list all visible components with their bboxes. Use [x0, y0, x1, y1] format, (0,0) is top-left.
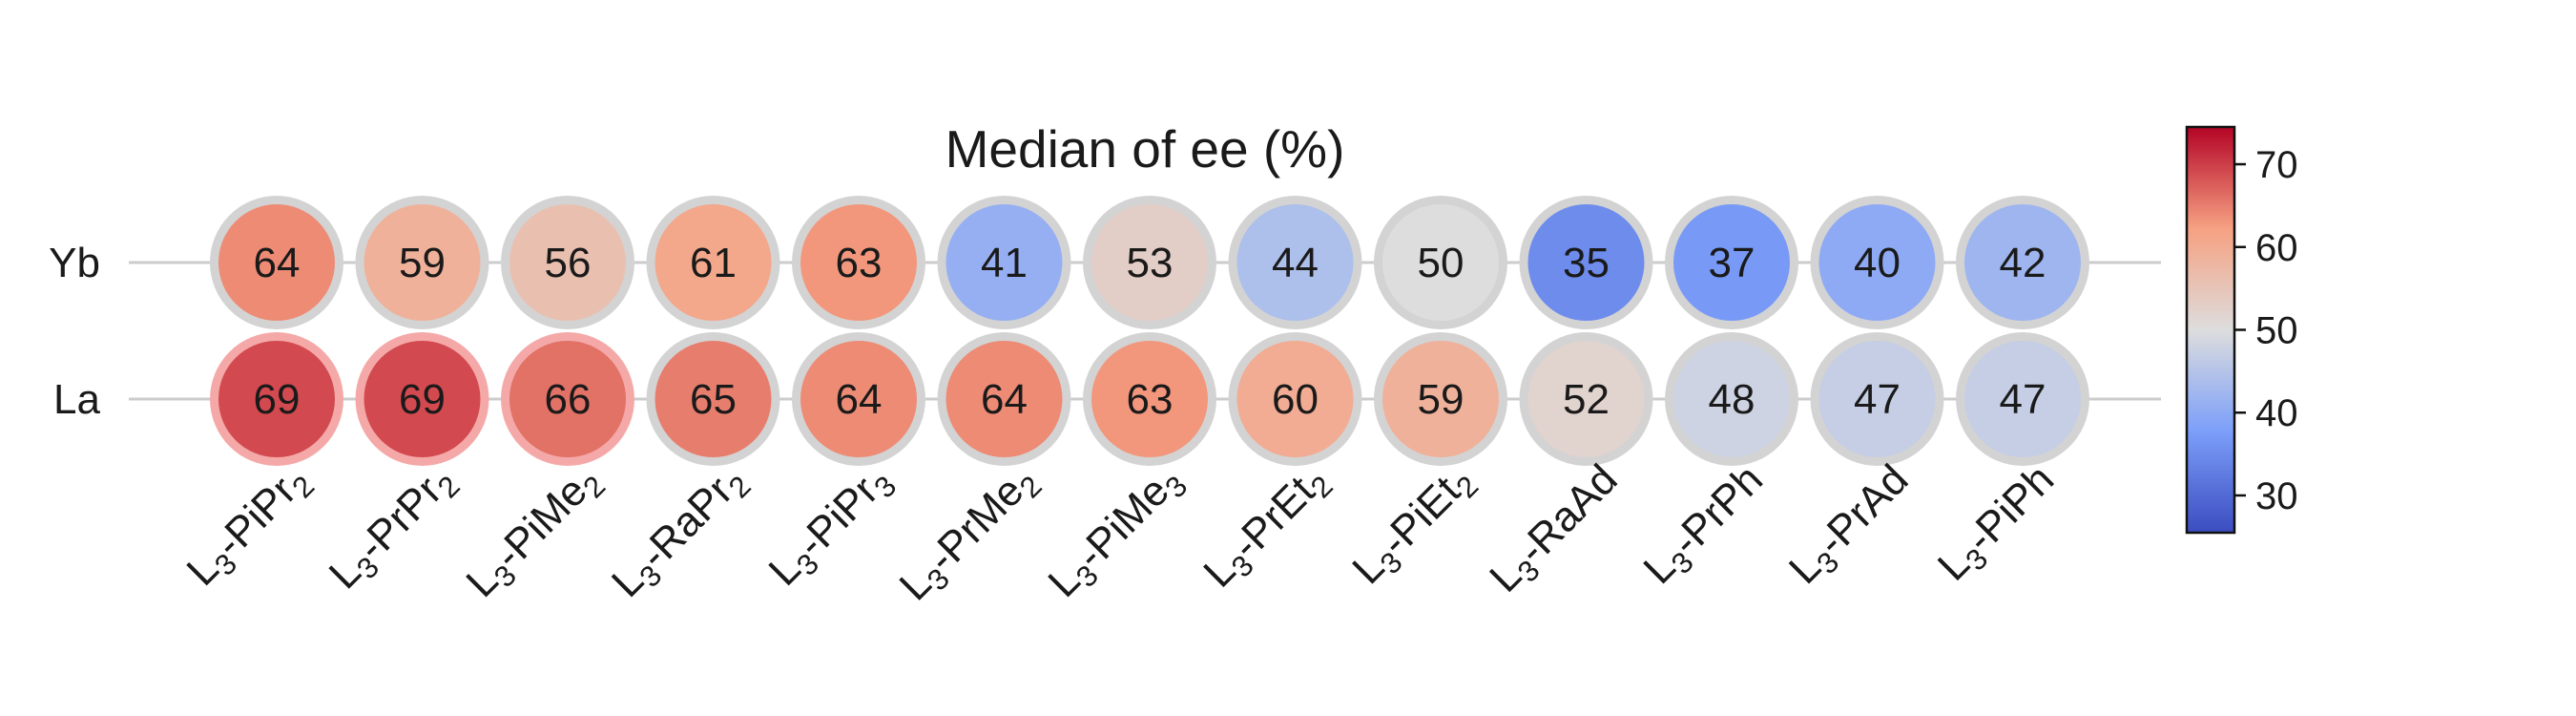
cell-value-la-0: 69	[254, 376, 301, 423]
cell-value-la-9: 52	[1563, 376, 1610, 423]
cell-value-yb-4: 63	[836, 240, 883, 286]
cell-value-yb-7: 44	[1272, 240, 1319, 286]
cell-value-yb-3: 61	[690, 240, 737, 286]
colorbar-tick-label-40: 40	[2255, 392, 2298, 434]
chart-title: Median of ee (%)	[945, 119, 1345, 179]
cell-value-yb-10: 37	[1709, 240, 1755, 286]
cell-la-5	[945, 341, 1063, 457]
cell-yb-2	[509, 204, 626, 321]
column-label-4: L3-PiPr3	[760, 455, 904, 599]
column-label-8: L3-PiEt2	[1343, 455, 1485, 597]
cell-la-2	[509, 341, 626, 457]
cell-yb-12	[1964, 204, 2081, 321]
row-label-yb: Yb	[49, 240, 100, 286]
cell-la-6	[1091, 341, 1208, 457]
cell-la-1	[364, 341, 481, 457]
cell-la-12	[1964, 341, 2081, 457]
column-label-2: L3-PiMe2	[457, 455, 612, 610]
cell-value-yb-5: 41	[981, 240, 1028, 286]
cell-yb-4	[800, 204, 917, 321]
cell-yb-5	[945, 204, 1063, 321]
column-label-12: L3-PiPh	[1929, 455, 2067, 593]
cell-yb-6	[1091, 204, 1208, 321]
column-label-1: L3-PrPr2	[321, 455, 467, 601]
column-label-0: L3-PiPr2	[178, 455, 322, 599]
cell-la-4	[800, 341, 917, 457]
cell-value-la-8: 59	[1418, 376, 1465, 423]
cell-yb-7	[1236, 204, 1354, 321]
cell-value-la-4: 64	[836, 376, 883, 423]
cell-value-la-5: 64	[981, 376, 1028, 423]
cell-value-yb-9: 35	[1563, 240, 1610, 286]
colorbar-tick-label-60: 60	[2255, 227, 2298, 269]
colorbar-tick-label-70: 70	[2255, 144, 2298, 186]
column-label-10: L3-PrPh	[1634, 455, 1776, 597]
cell-value-la-1: 69	[399, 376, 446, 423]
cell-yb-0	[218, 204, 335, 321]
cell-value-yb-2: 56	[545, 240, 592, 286]
cell-la-9	[1527, 341, 1645, 457]
cell-value-yb-11: 40	[1854, 240, 1901, 286]
cell-la-10	[1673, 341, 1790, 457]
cell-yb-3	[654, 204, 772, 321]
cell-la-11	[1818, 341, 1936, 457]
cell-value-yb-12: 42	[2000, 240, 2046, 286]
cell-yb-1	[364, 204, 481, 321]
row-label-la: La	[53, 376, 100, 423]
cell-value-la-11: 47	[1854, 376, 1901, 423]
column-label-11: L3-PrAd	[1780, 455, 1922, 597]
cell-yb-10	[1673, 204, 1790, 321]
column-label-5: L3-PrMe2	[891, 455, 1049, 613]
cell-la-0	[218, 341, 335, 457]
column-label-3: L3-RaPr2	[603, 455, 758, 610]
cell-value-la-7: 60	[1272, 376, 1319, 423]
cell-yb-11	[1818, 204, 1936, 321]
cell-value-la-2: 66	[545, 376, 592, 423]
column-label-9: L3-RaAd	[1481, 455, 1631, 605]
cell-la-8	[1382, 341, 1499, 457]
cell-value-yb-1: 59	[399, 240, 446, 286]
column-label-6: L3-PiMe3	[1039, 455, 1194, 610]
cell-value-la-10: 48	[1709, 376, 1755, 423]
cell-value-yb-8: 50	[1418, 240, 1465, 286]
cell-yb-8	[1382, 204, 1499, 321]
colorbar-tick-label-30: 30	[2255, 475, 2298, 517]
cell-value-la-6: 63	[1127, 376, 1174, 423]
cell-value-yb-0: 64	[254, 240, 301, 286]
column-label-7: L3-PrEt2	[1195, 455, 1339, 600]
cell-value-yb-6: 53	[1127, 240, 1174, 286]
colorbar-tick-label-50: 50	[2255, 310, 2298, 352]
cell-yb-9	[1527, 204, 1645, 321]
cell-value-la-3: 65	[690, 376, 737, 423]
cell-value-la-12: 47	[2000, 376, 2046, 423]
colorbar	[2185, 125, 2236, 535]
cell-la-7	[1236, 341, 1354, 457]
cell-la-3	[654, 341, 772, 457]
